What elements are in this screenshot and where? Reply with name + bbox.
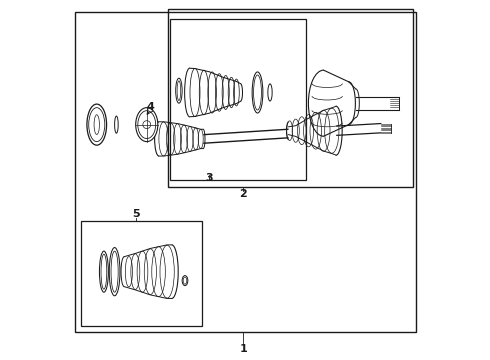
Text: 4: 4 <box>147 102 154 112</box>
Ellipse shape <box>136 108 158 141</box>
Text: 1: 1 <box>239 343 247 354</box>
Bar <box>168 9 413 187</box>
Text: 5: 5 <box>132 209 140 219</box>
Bar <box>170 19 306 180</box>
Text: 3: 3 <box>205 173 213 183</box>
Bar <box>81 221 202 327</box>
Bar <box>75 12 416 332</box>
Text: 2: 2 <box>239 189 247 199</box>
